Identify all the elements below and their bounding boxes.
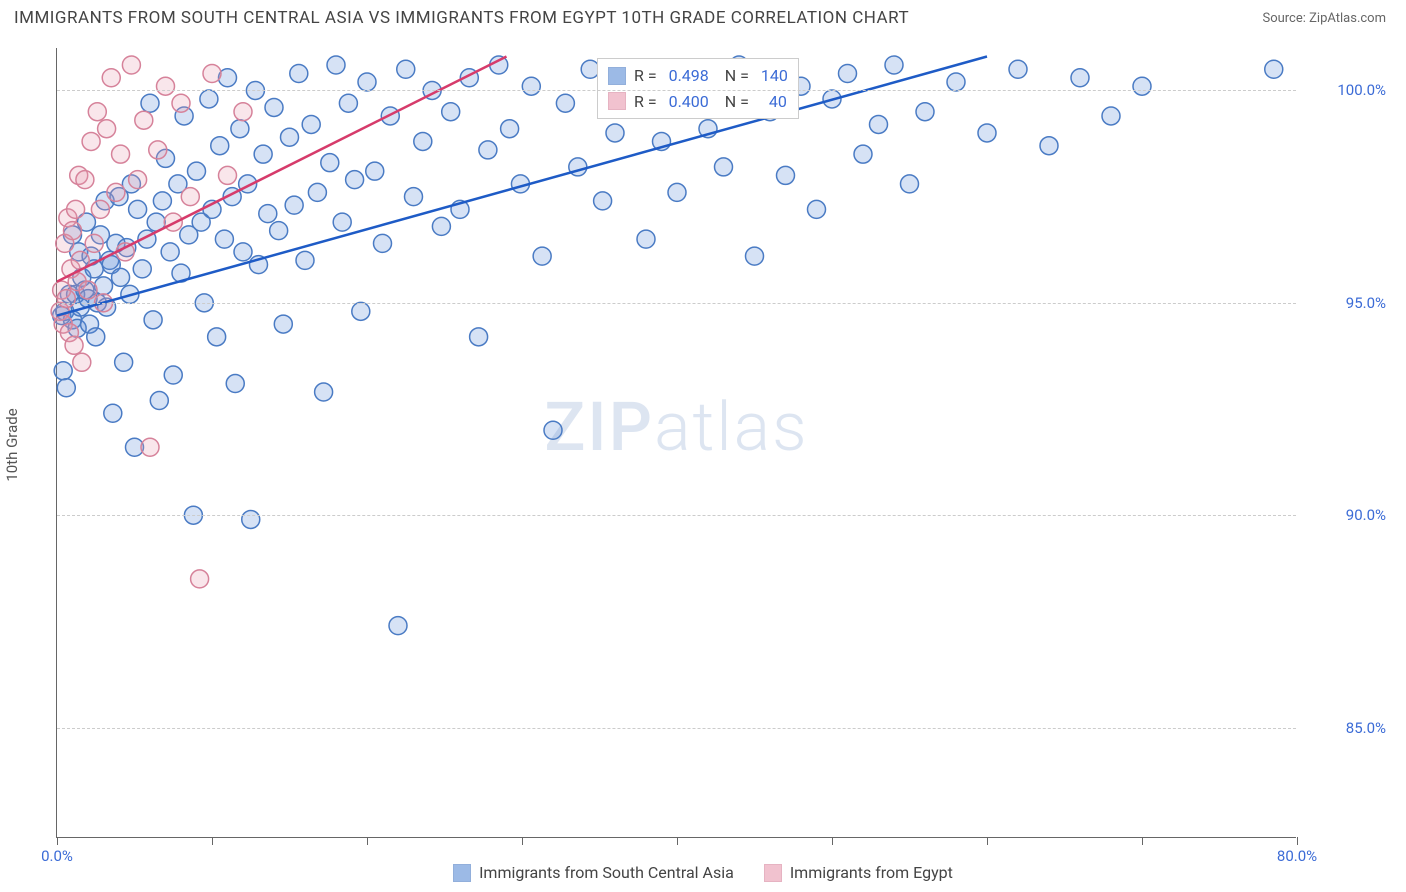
series-legend: Immigrants from South Central Asia Immig… xyxy=(0,863,1406,882)
swatch-series-1 xyxy=(608,67,626,85)
y-tick-label: 95.0% xyxy=(1346,294,1386,312)
plot-area: ZIPatlas R = 0.498 N = 140 R = 0.400 N =… xyxy=(56,48,1296,838)
chart-container: 10th Grade ZIPatlas R = 0.498 N = 140 R … xyxy=(42,40,1392,850)
legend-swatch-1 xyxy=(453,864,471,882)
y-tick-label: 100.0% xyxy=(1337,81,1386,99)
legend-label-2: Immigrants from Egypt xyxy=(790,863,953,882)
legend-item-2: Immigrants from Egypt xyxy=(764,863,953,882)
chart-title: IMMIGRANTS FROM SOUTH CENTRAL ASIA VS IM… xyxy=(14,8,909,28)
r-value-2: 0.400 xyxy=(669,89,709,115)
source-attribution: Source: ZipAtlas.com xyxy=(1262,11,1386,26)
r-value-1: 0.498 xyxy=(669,63,709,89)
stats-row-2: R = 0.400 N = 40 xyxy=(608,89,788,115)
legend-swatch-2 xyxy=(764,864,782,882)
scatter-svg xyxy=(57,48,1296,837)
n-value-2: 40 xyxy=(761,89,787,115)
n-value-1: 140 xyxy=(761,63,788,89)
legend-label-1: Immigrants from South Central Asia xyxy=(479,863,734,882)
swatch-series-2 xyxy=(608,92,626,110)
stats-row-1: R = 0.498 N = 140 xyxy=(608,63,788,89)
chart-header: IMMIGRANTS FROM SOUTH CENTRAL ASIA VS IM… xyxy=(0,0,1406,34)
legend-item-1: Immigrants from South Central Asia xyxy=(453,863,734,882)
stats-legend: R = 0.498 N = 140 R = 0.400 N = 40 xyxy=(597,58,799,119)
y-axis-label: 10th Grade xyxy=(3,408,21,481)
y-tick-label: 90.0% xyxy=(1346,506,1386,524)
y-tick-label: 85.0% xyxy=(1346,719,1386,737)
